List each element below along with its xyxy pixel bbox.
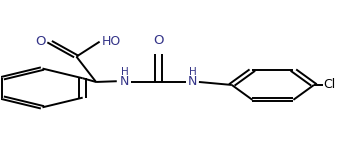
Text: H: H [189,67,196,78]
Text: Cl: Cl [324,78,336,92]
Text: N: N [120,76,129,88]
Text: O: O [35,35,45,48]
Text: H: H [121,67,129,78]
Text: O: O [153,34,164,47]
Text: N: N [188,76,197,88]
Text: HO: HO [102,35,121,48]
